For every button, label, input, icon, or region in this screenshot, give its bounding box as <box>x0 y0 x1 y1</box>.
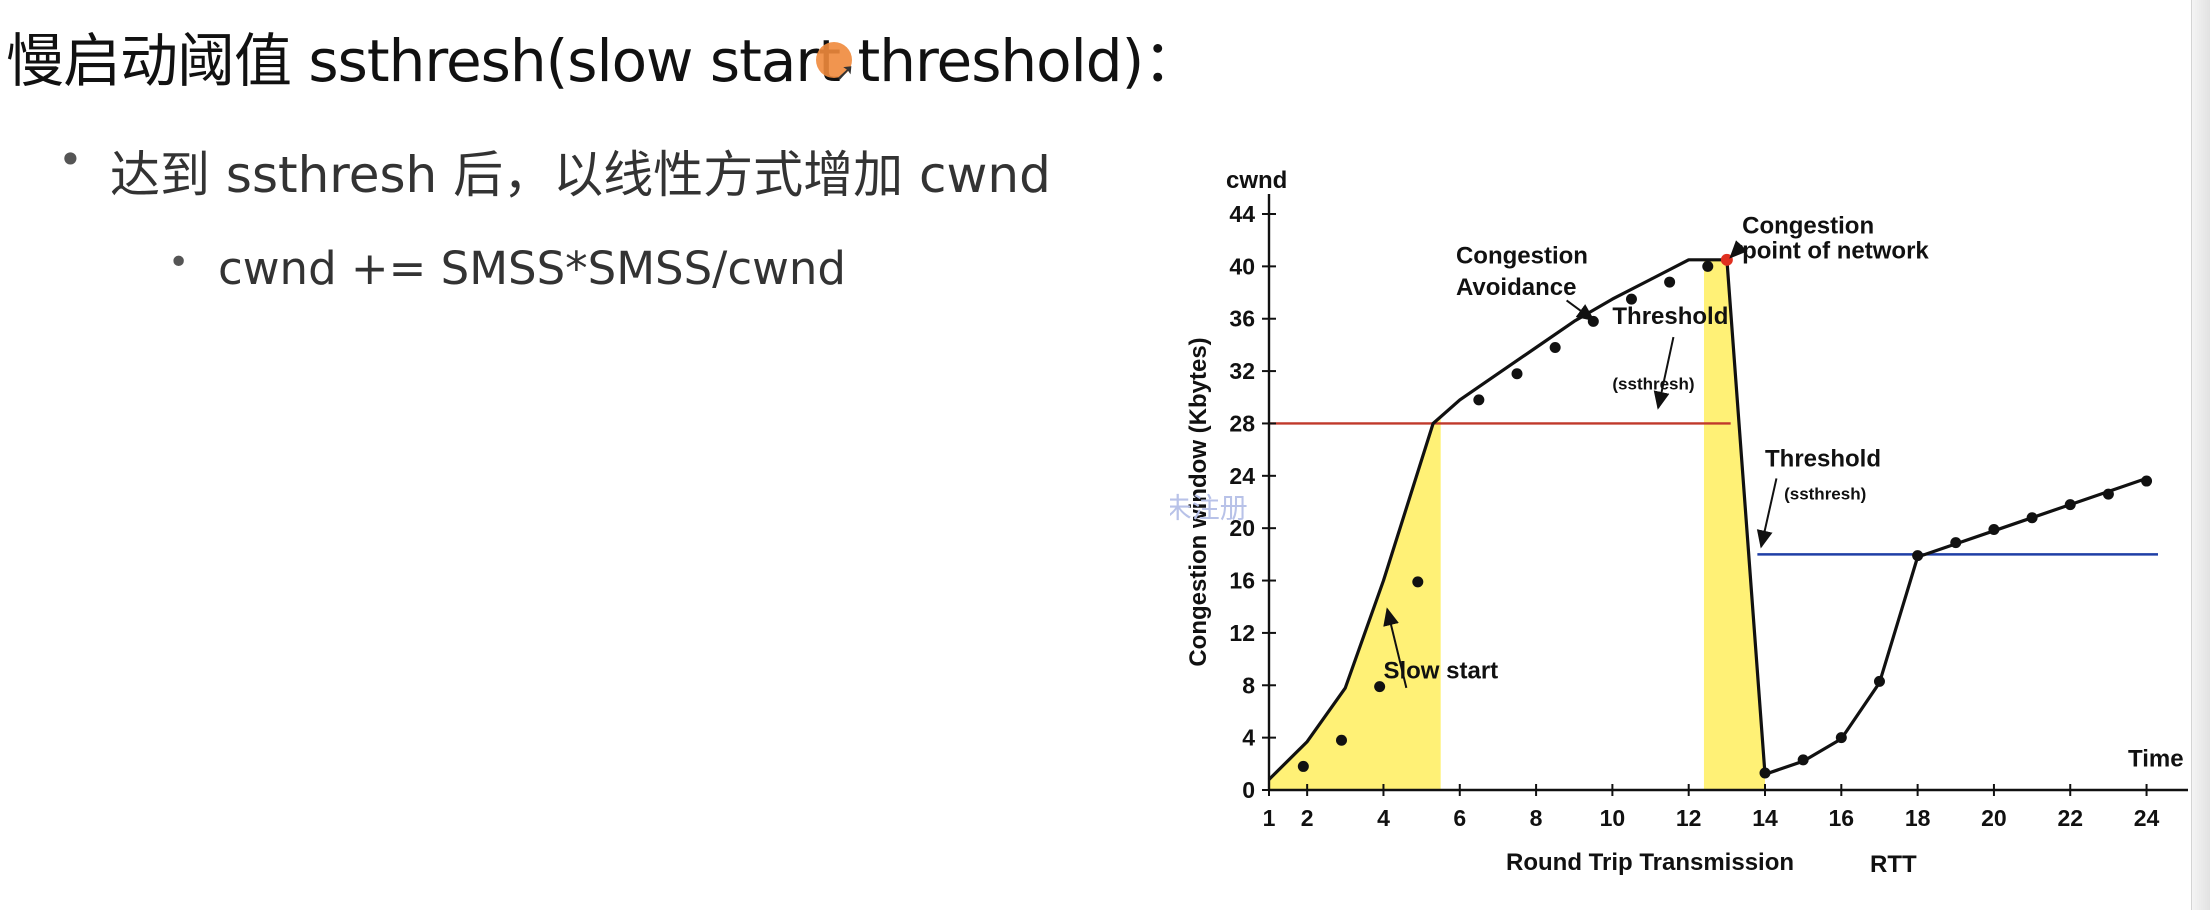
cwnd-series-line <box>1267 258 2148 781</box>
x-axis-end-label: Time <box>2128 745 2184 772</box>
cwnd-data-point <box>1511 368 1523 380</box>
bullet-cwnd-formula: • cwnd += SMSS*SMSS/cwnd <box>168 242 846 295</box>
cwnd-data-point <box>1473 394 1485 406</box>
x-tick-label: 14 <box>1752 805 1778 831</box>
cwnd-data-point <box>1374 681 1386 693</box>
cwnd-data-point <box>2026 512 2038 524</box>
y-axis-top-label: cwnd <box>1226 167 1287 194</box>
cwnd-data-point <box>1835 732 1847 744</box>
x-tick-label: 1 <box>1263 805 1276 831</box>
chart-annotation: Avoidance <box>1456 274 1576 301</box>
congestion-window-chart: 0 4 8 12 16 20 24 28 32 36 40 44 1 2 4 6 8 10 12 14 16 18 20 22… <box>1164 150 2210 890</box>
y-tick-label: 32 <box>1229 358 1255 384</box>
cwnd-data-point <box>1759 767 1771 779</box>
x-axis-unit-label: RTT <box>1870 851 1917 878</box>
chart-annotation: Congestion <box>1742 213 1874 240</box>
cwnd-data-point <box>1988 523 2000 535</box>
x-tick-label: 18 <box>1905 805 1931 831</box>
cwnd-data-point <box>1664 276 1676 288</box>
cwnd-line-layer <box>1267 258 2148 781</box>
slow-start-region-2 <box>1703 259 1766 790</box>
y-tick-label: 24 <box>1229 463 1255 489</box>
y-tick-label: 28 <box>1229 410 1255 436</box>
cwnd-data-point <box>1950 537 1962 549</box>
slow-start-fill-layer <box>1269 259 1766 790</box>
x-tick-label: 6 <box>1453 805 1466 831</box>
chart-text-layer: cwnd Congestion window (Kbytes) Round Trip… <box>1164 167 2184 878</box>
chart-annotation: Threshold <box>1765 446 1881 473</box>
bullet-text: 达到 ssthresh 后，以线性方式增加 cwnd <box>110 146 1051 204</box>
chart-annotation: point of network <box>1742 238 1929 265</box>
cwnd-data-point <box>1797 754 1809 766</box>
y-tick-label: 44 <box>1229 201 1255 227</box>
cwnd-data-point <box>1335 734 1347 746</box>
cwnd-data-point <box>1873 675 1885 687</box>
y-tick-label: 40 <box>1229 253 1255 279</box>
annotation-arrows-layer <box>1383 240 1778 689</box>
cwnd-data-point <box>1702 260 1714 272</box>
chart-annotation: (ssthresh) <box>1612 374 1694 393</box>
cwnd-data-point <box>2064 499 2076 511</box>
y-axis-title: Congestion window (Kbytes) <box>1185 337 1212 666</box>
threshold-pointer-arrow <box>1653 336 1675 410</box>
x-tick-label: 22 <box>2057 805 2083 831</box>
x-axis-title: Round Trip Transmission <box>1506 849 1794 876</box>
mouse-cursor-icon: ➚ <box>835 59 856 86</box>
chart-annotation: (ssthresh) <box>1784 484 1866 503</box>
watermark-text: 未注册 <box>1170 492 1248 525</box>
bullet-dot-icon: • <box>58 135 83 184</box>
bullet-dot-icon: • <box>168 242 190 283</box>
slow-start-region-1 <box>1269 416 1441 790</box>
x-tick-label: 2 <box>1301 805 1314 831</box>
y-tick-label: 0 <box>1242 777 1255 803</box>
y-tick-label: 36 <box>1229 306 1255 332</box>
y-tick-label: 12 <box>1229 620 1255 646</box>
pointer-highlight-icon <box>816 42 852 78</box>
congestion-point-pointer-arrow <box>1729 240 1748 259</box>
chart-annotation: Congestion <box>1456 243 1588 270</box>
cwnd-data-point <box>1297 760 1309 772</box>
cwnd-data-point <box>2141 475 2153 487</box>
x-tick-label: 16 <box>1829 805 1855 831</box>
threshold-lower-pointer-arrow <box>1756 478 1778 549</box>
y-tick-label: 20 <box>1229 515 1255 541</box>
x-tick-label: 8 <box>1530 805 1543 831</box>
avoidance-pointer-arrow <box>1566 299 1595 322</box>
y-tick-label: 16 <box>1229 568 1255 594</box>
cwnd-points-layer <box>1297 253 2153 779</box>
chart-annotation: Threshold <box>1612 303 1728 330</box>
bullet-linear-increase: • 达到 ssthresh 后，以线性方式增加 cwnd <box>58 135 1051 207</box>
cwnd-data-point <box>1625 293 1637 305</box>
threshold-lines-layer <box>1269 422 2158 556</box>
x-tick-label: 12 <box>1676 805 1702 831</box>
y-tick-label: 4 <box>1242 725 1255 751</box>
bullet-text: cwnd += SMSS*SMSS/cwnd <box>218 242 846 295</box>
scrollbar-track[interactable] <box>2191 0 2210 910</box>
x-tick-label: 4 <box>1377 805 1390 831</box>
cwnd-data-point <box>1549 342 1561 354</box>
cwnd-data-point <box>2102 488 2114 500</box>
cwnd-data-point <box>1912 550 1924 562</box>
cwnd-data-point <box>1412 576 1424 588</box>
y-tick-label: 8 <box>1242 672 1255 698</box>
slow-start-pointer-arrow <box>1383 607 1408 689</box>
x-tick-label: 20 <box>1981 805 2007 831</box>
x-tick-label: 10 <box>1600 805 1626 831</box>
slide-title: 慢启动阈值 ssthresh(slow start threshold)： <box>6 27 1201 95</box>
x-tick-label: 24 <box>2134 805 2160 831</box>
